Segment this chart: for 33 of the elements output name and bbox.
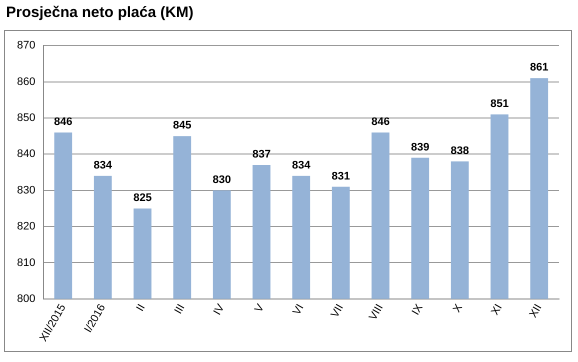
y-tick-label: 820 xyxy=(16,220,36,233)
y-tick-label: 810 xyxy=(16,256,36,269)
y-tick-label: 860 xyxy=(16,76,36,88)
data-label: 861 xyxy=(530,62,548,74)
data-label: 834 xyxy=(292,159,312,172)
x-tick-label: X xyxy=(450,302,466,315)
x-tick-label: IV xyxy=(211,302,228,318)
data-label: 846 xyxy=(371,116,390,128)
x-tick-label: VIII xyxy=(367,302,386,323)
data-label: 830 xyxy=(212,174,232,186)
data-label: 851 xyxy=(490,98,509,110)
y-tick-label: 870 xyxy=(16,40,36,52)
y-tick-label: 830 xyxy=(16,184,36,196)
x-tick-label: II xyxy=(134,302,148,314)
data-label: 831 xyxy=(332,170,350,182)
chart-title: Prosječna neto plaća (KM) xyxy=(6,4,194,21)
data-label: 825 xyxy=(133,192,152,204)
data-label: 839 xyxy=(410,141,430,154)
x-tick-label: III xyxy=(172,302,188,316)
x-tick-label: VII xyxy=(328,302,346,320)
data-label: 838 xyxy=(450,144,470,157)
x-tick-label: XI xyxy=(489,302,505,318)
data-label: 845 xyxy=(173,120,192,132)
x-tick-label: VI xyxy=(290,302,306,318)
data-label: 837 xyxy=(252,148,271,161)
data-label: 834 xyxy=(94,159,113,172)
y-tick-label: 840 xyxy=(16,148,36,160)
x-tick-label: IX xyxy=(410,302,426,318)
x-tick-label: V xyxy=(252,302,268,315)
x-tick-label: XII xyxy=(527,302,544,320)
y-tick-label: 800 xyxy=(16,292,36,305)
y-tick-label: 850 xyxy=(16,112,36,124)
data-label: 846 xyxy=(54,116,72,128)
